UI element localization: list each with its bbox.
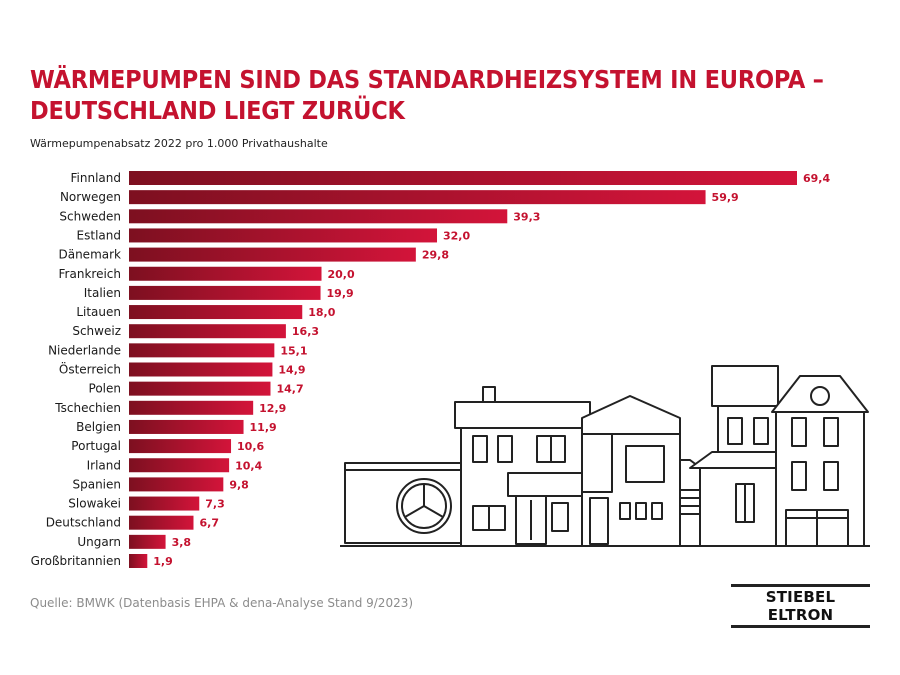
value-label: 14,7 [276, 383, 303, 396]
bar [129, 515, 194, 530]
category-label: Norwegen [60, 190, 121, 204]
category-label: Spanien [72, 477, 121, 491]
value-label: 20,0 [328, 268, 355, 281]
category-label: Tschechien [54, 401, 121, 415]
bar [129, 247, 416, 262]
value-label: 10,6 [237, 440, 264, 453]
bar [129, 381, 271, 396]
category-label: Portugal [71, 439, 121, 453]
value-label: 14,9 [278, 364, 305, 377]
value-label: 12,9 [259, 402, 286, 415]
bar-chart: Finnland 69,4 Norwegen 59,9 Schweden 39,3 Estl… [31, 171, 830, 568]
category-label: Ungarn [77, 535, 121, 549]
bar [129, 496, 200, 511]
category-label: Litauen [76, 305, 121, 319]
value-label: 11,9 [250, 421, 277, 434]
value-label: 1,9 [153, 555, 173, 568]
category-label: Deutschland [46, 516, 121, 530]
category-label: Schweden [59, 209, 121, 223]
bar [129, 343, 275, 358]
value-label: 3,8 [172, 536, 192, 549]
bar [129, 285, 321, 300]
bar [129, 554, 148, 568]
value-label: 69,4 [803, 172, 830, 185]
chart-subtitle: Wärmepumpenabsatz 2022 pro 1.000 Privath… [30, 137, 328, 150]
value-label: 39,3 [513, 210, 540, 223]
value-label: 6,7 [199, 517, 219, 530]
category-label: Finnland [71, 171, 121, 185]
value-label: 29,8 [422, 249, 449, 262]
bar [129, 190, 706, 205]
bar [129, 228, 438, 243]
value-label: 15,1 [280, 344, 307, 357]
category-label: Belgien [76, 420, 121, 434]
bar [129, 266, 322, 281]
houses-with-heat-pump-illustration [340, 365, 870, 547]
bar [129, 419, 244, 434]
source-note: Quelle: BMWK (Datenbasis EHPA & dena-Ana… [30, 596, 414, 610]
category-label: Irland [87, 458, 121, 472]
stiebel-eltron-logo: STIEBEL ELTRON [731, 584, 870, 628]
category-label: Slowakei [68, 497, 121, 511]
value-label: 7,3 [205, 498, 225, 511]
category-label: Italien [84, 286, 121, 300]
chart-title: WÄRMEPUMPEN SIND DAS STANDARDHEIZSYSTEM … [30, 65, 824, 125]
bar [129, 439, 232, 454]
category-label: Frankreich [59, 267, 121, 281]
value-label: 32,0 [443, 229, 470, 242]
value-label: 19,9 [327, 287, 354, 300]
bar [129, 477, 224, 492]
value-label: 10,4 [235, 459, 262, 472]
bar [129, 400, 254, 415]
bar [129, 534, 166, 549]
value-label: 59,9 [712, 191, 739, 204]
category-label: Niederlande [48, 343, 121, 357]
bars-group: Finnland 69,4 Norwegen 59,9 Schweden 39,3 Estl… [31, 171, 830, 568]
bar [129, 171, 797, 185]
category-label: Estland [77, 228, 121, 242]
bar [129, 305, 303, 320]
category-label: Polen [89, 382, 121, 396]
bar [129, 458, 230, 473]
category-label: Schweiz [72, 324, 121, 338]
category-label: Österreich [59, 361, 121, 377]
bar [129, 209, 508, 224]
category-label: Dänemark [58, 248, 121, 262]
category-label: Großbritannien [31, 554, 121, 568]
bar [129, 362, 273, 377]
value-label: 18,0 [308, 306, 335, 319]
value-label: 9,8 [229, 478, 249, 491]
bar [129, 324, 286, 339]
value-label: 16,3 [292, 325, 319, 338]
